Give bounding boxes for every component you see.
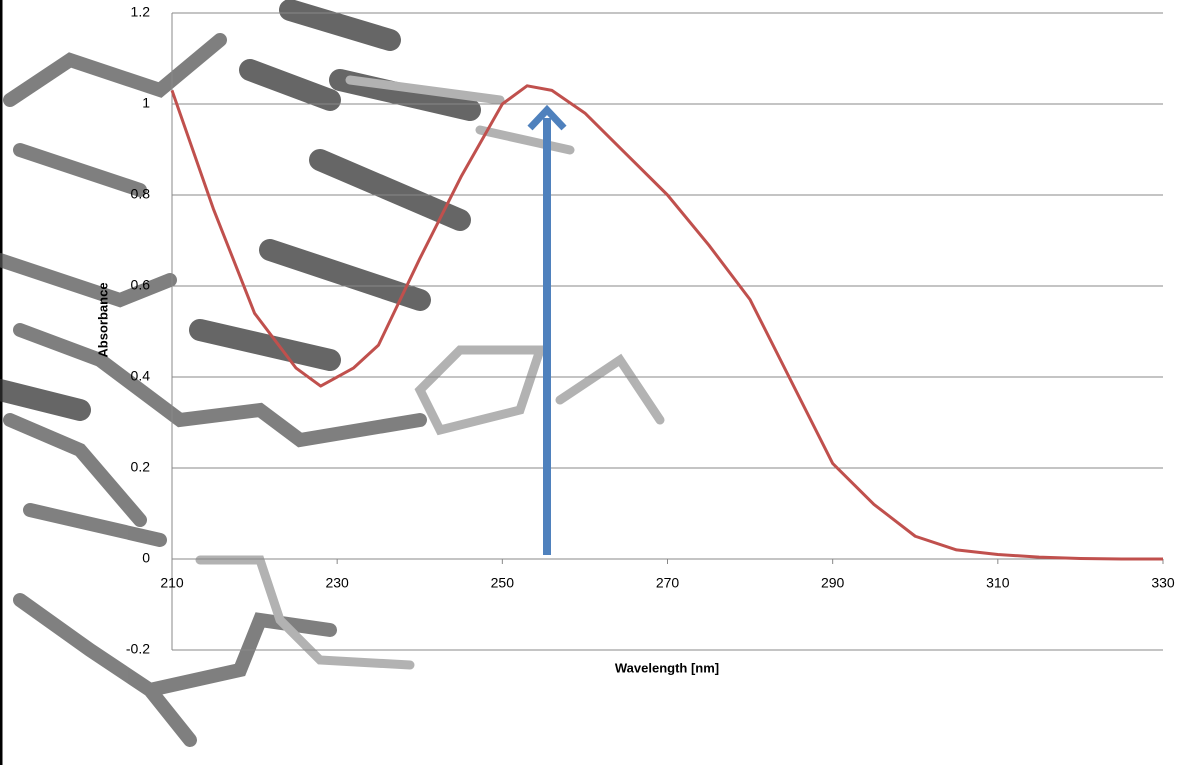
x-tick-label: 330 xyxy=(1151,575,1175,591)
y-tick-label: 1.2 xyxy=(131,4,151,20)
y-tick-label: 0.8 xyxy=(131,186,151,202)
y-tick-label: 0.6 xyxy=(131,277,151,293)
x-tick-label: 230 xyxy=(325,575,349,591)
data-line xyxy=(170,84,1163,561)
x-tick-label: 250 xyxy=(491,575,515,591)
x-tick-label: 290 xyxy=(821,575,845,591)
annotation-arrowhead xyxy=(527,104,567,131)
y-tick-label: -0.2 xyxy=(126,641,150,657)
x-tick-label: 310 xyxy=(986,575,1010,591)
x-tick-label: 210 xyxy=(160,575,184,591)
y-tick-label: 1 xyxy=(142,95,150,111)
x-tick-label: 270 xyxy=(656,575,680,591)
y-axis-label: Absorbance xyxy=(95,282,110,357)
x-axis-label: Wavelength [nm] xyxy=(615,660,719,675)
y-tick-label: 0.2 xyxy=(131,459,151,475)
background-molecule xyxy=(0,0,665,747)
y-tick-label: 0.4 xyxy=(131,368,151,384)
y-tick-label: 0 xyxy=(142,550,150,566)
